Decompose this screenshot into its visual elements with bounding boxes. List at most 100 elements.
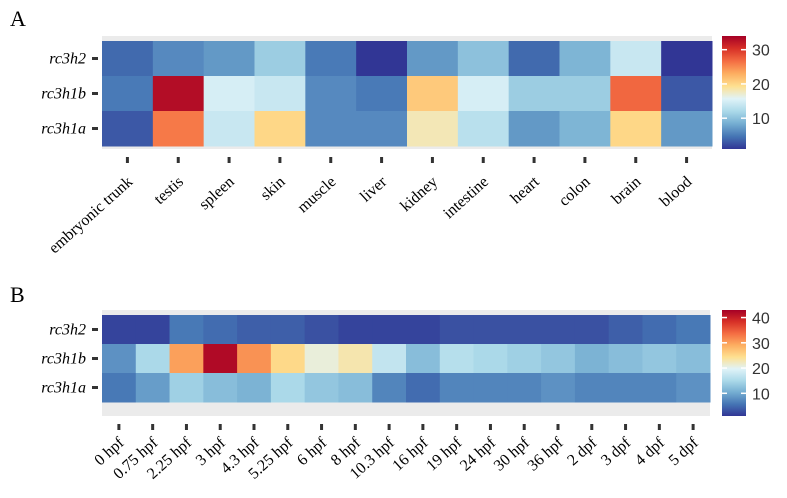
column-label: heart xyxy=(508,173,544,207)
heatmap-cell xyxy=(661,111,713,147)
heatmap-cell xyxy=(541,373,576,403)
heatmap-cell xyxy=(642,344,677,374)
column-label: 5 dpf xyxy=(666,434,703,469)
heatmap-cell xyxy=(457,76,510,112)
heatmap-cell xyxy=(676,344,711,374)
heatmap-cell xyxy=(356,111,408,147)
heatmap-cell xyxy=(254,76,306,112)
column-label: intestine xyxy=(440,173,492,222)
row-label: rc3h1b xyxy=(41,86,86,103)
heatmap-cell xyxy=(270,344,306,374)
row-label: rc3h1a xyxy=(41,380,86,397)
colorbar-tick-label: 40 xyxy=(752,311,770,328)
heatmap-cell xyxy=(135,315,171,345)
heatmap-cell xyxy=(508,76,560,112)
column-label: spleen xyxy=(196,173,238,213)
colorbar-tick-label: 20 xyxy=(752,361,770,378)
heatmap-cell xyxy=(661,76,713,112)
heatmap-cell xyxy=(305,111,357,147)
heatmap-cell xyxy=(559,111,611,147)
column-label: liver xyxy=(357,173,391,206)
heatmap-cell xyxy=(661,41,713,77)
heatmap-cell xyxy=(270,373,306,403)
heatmap-cell xyxy=(439,344,475,374)
row-label: rc3h1b xyxy=(41,351,86,368)
heatmap-cell xyxy=(304,373,339,403)
heatmap-cell xyxy=(338,344,373,374)
heatmap-cell xyxy=(574,373,610,403)
heatmap-cell xyxy=(356,76,408,112)
panel-label: A xyxy=(10,6,26,31)
heatmap-cell xyxy=(203,344,238,374)
heatmap-cell xyxy=(372,315,407,345)
column-label: 36 hpf xyxy=(525,434,568,475)
heatmap-cell xyxy=(372,344,407,374)
row-label: rc3h1a xyxy=(41,121,86,138)
heatmap-cell xyxy=(270,315,306,345)
heatmap-cell xyxy=(457,41,510,77)
column-label: blood xyxy=(657,173,695,210)
column-label: 16 hpf xyxy=(389,434,432,475)
heatmap-cell xyxy=(203,111,255,147)
column-label: brain xyxy=(609,173,645,208)
column-label: kidney xyxy=(397,173,441,215)
heatmap-cell xyxy=(152,41,205,77)
heatmap-cell xyxy=(102,41,154,77)
colorbar-tick-label: 20 xyxy=(752,77,770,94)
heatmap-cell xyxy=(642,373,677,403)
column-label: 4 dpf xyxy=(632,434,669,469)
heatmap-cell xyxy=(102,111,154,147)
heatmap-cell xyxy=(102,373,137,403)
column-label: 30 hpf xyxy=(491,434,534,475)
heatmap-cell xyxy=(676,373,711,403)
heatmap-cell xyxy=(305,41,357,77)
heatmap-cell xyxy=(169,344,204,374)
heatmap-cell xyxy=(338,373,373,403)
heatmap-cell xyxy=(439,315,475,345)
heatmap-cell xyxy=(135,344,171,374)
column-label: 2 dpf xyxy=(564,434,601,469)
colorbar-tick-label: 30 xyxy=(752,336,770,353)
colorbar xyxy=(722,36,746,149)
heatmap-cell xyxy=(406,315,441,345)
colorbar-tick-label: 30 xyxy=(752,43,770,60)
heatmap-cell xyxy=(237,315,272,345)
heatmap-cell xyxy=(203,41,255,77)
heatmap-cell xyxy=(608,344,643,374)
heatmap-cell xyxy=(254,41,306,77)
heatmap-cell xyxy=(237,373,272,403)
heatmap-cell xyxy=(254,111,306,147)
heatmap-cell xyxy=(135,373,171,403)
heatmap-cell xyxy=(152,111,205,147)
heatmap-cell xyxy=(407,111,459,147)
heatmap-cell xyxy=(541,315,576,345)
heatmap-cell xyxy=(203,373,238,403)
heatmap-cell xyxy=(305,76,357,112)
column-label: 3 dpf xyxy=(598,434,635,469)
heatmap-cell xyxy=(507,373,542,403)
column-label: 24 hpf xyxy=(457,434,500,475)
heatmap-cell xyxy=(559,41,611,77)
heatmap-cell xyxy=(610,111,662,147)
heatmap-cell xyxy=(508,41,560,77)
column-label: embryonic trunk xyxy=(46,173,136,257)
heatmap-cell xyxy=(473,373,508,403)
heatmap-cell xyxy=(304,344,339,374)
heatmap-cell xyxy=(574,344,610,374)
heatmap-cell xyxy=(237,344,272,374)
heatmap-cell xyxy=(574,315,610,345)
row-label: rc3h2 xyxy=(49,322,86,339)
heatmap-cell xyxy=(608,315,643,345)
heatmap-cell xyxy=(152,76,205,112)
heatmap-cell xyxy=(356,41,408,77)
column-label: testis xyxy=(151,173,187,208)
panel-label: B xyxy=(10,282,25,307)
heatmap-cell xyxy=(203,315,238,345)
row-label: rc3h2 xyxy=(49,51,86,68)
colorbar-tick-label: 10 xyxy=(752,386,770,403)
column-label: skin xyxy=(257,173,288,203)
heatmap-cell xyxy=(338,315,373,345)
